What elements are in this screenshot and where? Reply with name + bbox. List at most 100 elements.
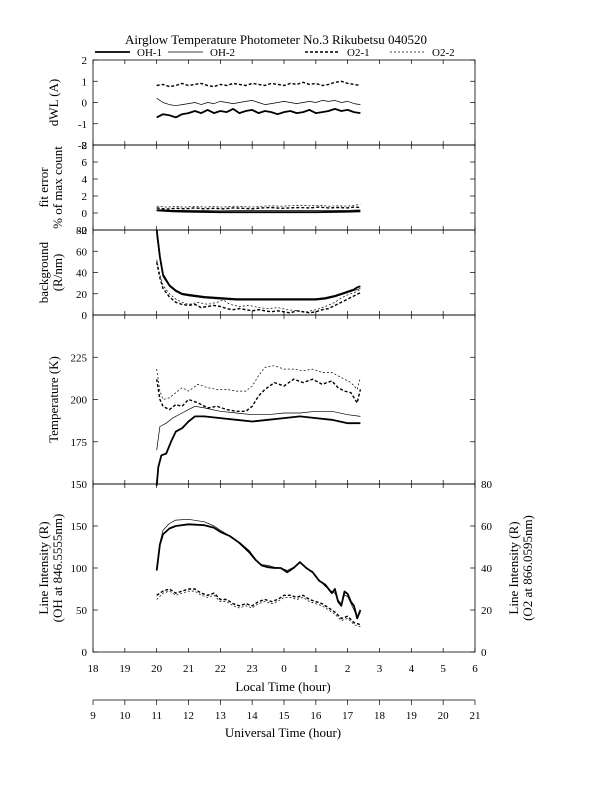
panel-4: 225 200 175 150 Temperature (K) (46, 314, 476, 491)
legend-label-o2-1: O2-1 (347, 47, 370, 59)
y-tick-label: -1 (78, 119, 87, 131)
universal-time-tick: 14 (247, 710, 259, 722)
y2-axis-label-2: (O2 at 866.0595nm) (520, 515, 535, 621)
y-tick-label: 8 (82, 140, 88, 152)
universal-time-tick: 17 (342, 710, 354, 722)
y-tick-label: 100 (71, 563, 88, 575)
series-line-o2-1 (156, 261, 361, 314)
panel-frame (92, 229, 476, 316)
universal-time-tick: 19 (406, 710, 418, 722)
local-time-tick: 1 (313, 663, 319, 675)
y-tick-label: 50 (76, 605, 88, 617)
series-line-oh-1 (156, 209, 361, 214)
y-tick-label: 2 (82, 55, 88, 67)
y-tick-label: 0 (82, 647, 88, 659)
panel-frame (92, 483, 476, 653)
panel-frame (92, 59, 476, 146)
series-line-o2-1 (156, 206, 361, 210)
local-time-tick: 22 (215, 663, 226, 675)
panel-frame (92, 314, 476, 485)
series-line-oh-1 (155, 415, 361, 486)
local-time-tick: 3 (377, 663, 383, 675)
local-time-tick: 6 (472, 663, 478, 675)
series-line-oh-1 (155, 523, 362, 620)
y-tick-label: 80 (76, 225, 88, 237)
series-line-oh-2 (156, 209, 361, 212)
y-tick-label: 6 (82, 157, 88, 169)
panel-frame (92, 144, 476, 231)
y-tick-label: 0 (82, 98, 88, 110)
y2-tick-label: 80 (481, 479, 493, 491)
local-time-tick: 18 (88, 663, 100, 675)
local-time-tick: 4 (409, 663, 415, 675)
y-tick-label: 20 (76, 289, 88, 301)
legend-label-oh-2: OH-2 (210, 47, 235, 59)
y-tick-label: 225 (71, 352, 88, 364)
series-line-oh-1 (156, 108, 361, 119)
y-tick-label: -2 (78, 225, 87, 237)
y2-tick-label: 40 (481, 563, 493, 575)
series-line-o2-2 (156, 365, 361, 400)
y2-tick-label: 20 (481, 605, 493, 617)
universal-time-tick: 18 (374, 710, 386, 722)
universal-time-tick: 11 (151, 710, 162, 722)
local-time-tick: 0 (281, 663, 287, 675)
series-line-o2-1 (156, 378, 362, 412)
y-tick-label: 4 (82, 174, 88, 186)
x-axes: Local Time (hour) Universal Time (hour) … (88, 663, 481, 740)
y-tick-label: 150 (71, 521, 88, 533)
series-line-oh-2 (156, 235, 361, 301)
y2-tick-label: 60 (481, 521, 493, 533)
y-axis-label: Line Intensity (R) (36, 521, 51, 614)
panel-3: 80 60 40 20 0 background (R/nm) (36, 225, 476, 322)
local-time-tick: 19 (119, 663, 131, 675)
y2-axis-label: Line Intensity (R) (506, 521, 521, 614)
chart-title: Airglow Temperature Photometer No.3 Riku… (125, 32, 427, 47)
universal-time-tick: 13 (215, 710, 227, 722)
y-tick-label: 200 (71, 395, 88, 407)
series-line-o2-2 (156, 204, 361, 208)
y-axis-label-2: % of max count (50, 146, 65, 229)
local-time-tick: 23 (247, 663, 259, 675)
universal-time-tick: 20 (438, 710, 450, 722)
y-tick-label: 0 (82, 310, 88, 322)
series-line-oh-1 (155, 229, 361, 300)
y2-tick-label: 0 (481, 647, 487, 659)
y-tick-label: 175 (71, 437, 88, 449)
universal-time-label: Universal Time (hour) (225, 725, 341, 740)
y-tick-label: 40 (76, 268, 88, 280)
panel-2: 8 6 4 2 0 -2 fit error% of max count (36, 140, 476, 237)
y-tick-label: -2 (78, 140, 87, 152)
y-axis-label-2: (OH at 846.5555nm) (50, 514, 65, 623)
y-tick-label: 2 (82, 191, 88, 203)
series-line-oh-2 (156, 518, 361, 618)
legend-label-oh-1: OH-1 (137, 47, 162, 59)
y-axis-label: Temperature (K) (46, 356, 61, 443)
local-time-tick: 20 (151, 663, 163, 675)
series-line-o2-2 (156, 259, 361, 313)
panel-1: 2 1 0 -1 -2 dWL (A) (46, 55, 476, 152)
legend-label-o2-2: O2-2 (432, 47, 455, 59)
series-line-o2-2 (156, 590, 361, 628)
y-tick-label: 150 (71, 479, 88, 491)
y-axis-label: background (36, 241, 51, 303)
universal-time-tick: 9 (90, 710, 96, 722)
y-axis-label-2: (R/nm) (50, 254, 65, 292)
series-line-o2-1 (156, 80, 361, 88)
local-time-tick: 2 (345, 663, 351, 675)
universal-time-tick: 15 (279, 710, 291, 722)
universal-time-tick: 10 (119, 710, 131, 722)
universal-time-tick: 16 (310, 710, 322, 722)
y-tick-label: 0 (82, 208, 88, 220)
y-tick-label: 1 (82, 76, 88, 88)
local-time-tick: 21 (183, 663, 194, 675)
series-line-oh-2 (156, 405, 361, 451)
local-time-tick: 5 (440, 663, 446, 675)
universal-time-tick: 12 (183, 710, 194, 722)
y-tick-label: 60 (76, 246, 88, 258)
legend: OH-1 OH-2 O2-1 O2-2 (95, 47, 455, 59)
local-time-label: Local Time (hour) (235, 679, 330, 694)
